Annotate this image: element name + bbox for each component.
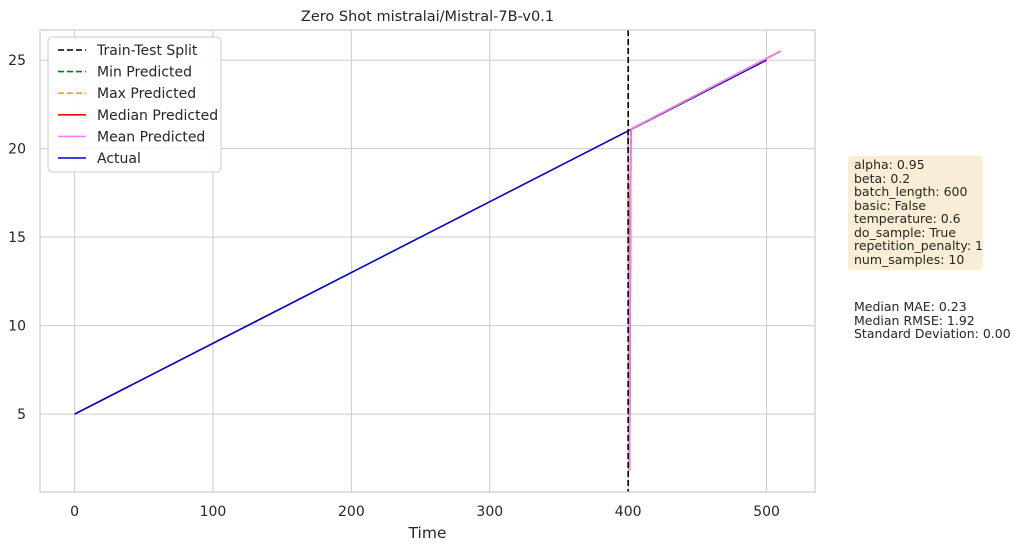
- legend-box: [47, 36, 222, 173]
- y-tick-label: 10: [8, 319, 26, 335]
- legend-label: Max Predicted: [97, 86, 196, 102]
- series-min-predicted: [627, 50, 781, 471]
- series-max-predicted: [627, 50, 781, 471]
- x-axis-label: Time: [408, 524, 447, 542]
- param-line: alpha: 0.95: [854, 157, 925, 172]
- y-tick-label: 25: [8, 53, 26, 69]
- param-line: do_sample: True: [854, 224, 957, 240]
- y-tick-label: 5: [17, 407, 26, 423]
- legend-label: Mean Predicted: [97, 129, 205, 145]
- legend-label: Min Predicted: [97, 65, 192, 81]
- series-layer: [74, 30, 781, 492]
- metric-line: Median MAE: 0.23: [854, 299, 967, 314]
- x-tick-label: 400: [615, 504, 642, 520]
- legend: Train-Test Split Min Predicted Max Predict…: [47, 36, 222, 173]
- x-tick-label: 500: [753, 504, 780, 520]
- x-tick-label: 100: [200, 504, 227, 520]
- metrics-box: Median MAE: 0.23 Median RMSE: 1.92 Stand…: [854, 300, 1011, 341]
- legend-label: Train-Test Split: [96, 43, 198, 59]
- param-line: beta: 0.2: [854, 170, 911, 186]
- series-mean-predicted: [627, 50, 781, 471]
- param-line: basic: False: [854, 197, 927, 213]
- plot-frame: [39, 29, 816, 493]
- chart-title: Zero Shot mistralai/Mistral-7B-v0.1: [301, 9, 554, 25]
- y-tick-label: 20: [8, 142, 26, 158]
- x-tick-label: 0: [70, 504, 79, 520]
- parameters-box: alpha: 0.95 beta: 0.2 batch_length: 600 …: [848, 156, 983, 270]
- metric-line: Standard Deviation: 0.00: [854, 326, 1011, 341]
- param-line: repetition_penalty: 1: [854, 238, 983, 253]
- tick-labels: 0 100 200 300 400 500 5 10 15 20 25: [8, 53, 780, 520]
- x-tick-label: 300: [476, 504, 503, 520]
- legend-label: Actual: [97, 151, 141, 167]
- param-line: num_samples: 10: [854, 251, 965, 267]
- param-line: temperature: 0.6: [854, 211, 961, 226]
- legend-label: Median Predicted: [97, 108, 218, 124]
- series-median-predicted: [627, 50, 781, 471]
- x-tick-label: 200: [338, 504, 365, 520]
- y-tick-label: 15: [8, 230, 26, 246]
- metric-line: Median RMSE: 1.92: [854, 312, 975, 328]
- param-line: batch_length: 600: [854, 184, 968, 199]
